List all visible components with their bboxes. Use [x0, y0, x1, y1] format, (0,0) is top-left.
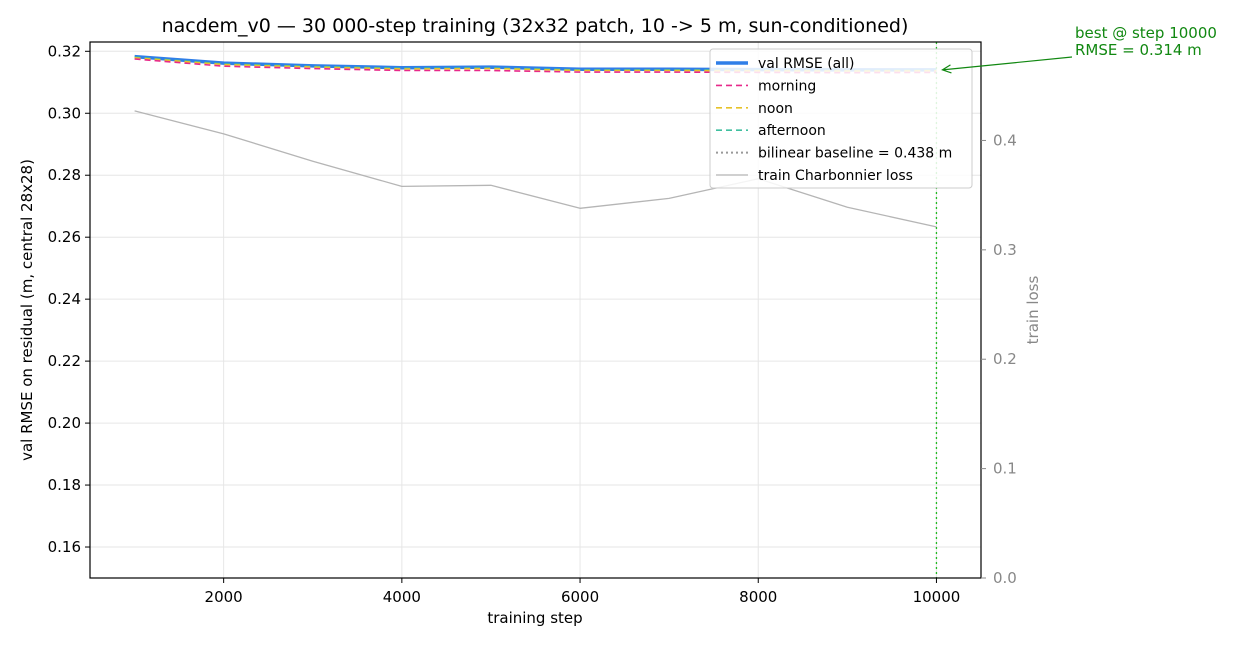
- y2-tick-label: 0.1: [993, 460, 1017, 478]
- y-tick-label: 0.32: [48, 42, 81, 60]
- right-axis-series: [134, 110, 937, 228]
- legend: val RMSE (all) morning noon afternoon biline…: [709, 48, 973, 189]
- y-tick-label: 0.22: [48, 352, 81, 370]
- best-annotation: best @ step 10000 RMSE = 0.314 m: [941, 24, 1217, 74]
- y2-tick-label: 0.3: [993, 241, 1017, 259]
- y2-tick-label: 0.2: [993, 350, 1017, 368]
- legend-label: train Charbonnier loss: [758, 168, 913, 184]
- annotation-arrow: [941, 56, 1073, 74]
- legend-label: val RMSE (all): [758, 56, 854, 72]
- y2-axis-label: train loss: [1024, 275, 1042, 344]
- y-tick-label: 0.18: [48, 476, 81, 494]
- x-tick-label: 8000: [739, 588, 777, 606]
- y2-tick-label: 0.0: [993, 569, 1017, 587]
- y2-tick-label: 0.4: [993, 131, 1017, 149]
- legend-label: noon: [758, 101, 793, 117]
- chart-title: nacdem_v0 — 30 000-step training (32x32 …: [162, 15, 909, 37]
- y-tick-label: 0.26: [48, 228, 81, 246]
- series-line-train-charbonnier-loss: [134, 110, 937, 228]
- y-tick-label: 0.24: [48, 290, 81, 308]
- annotation-line-1: best @ step 10000: [1075, 24, 1217, 42]
- x-tick-label: 10000: [913, 588, 961, 606]
- y-tick-label: 0.28: [48, 166, 81, 184]
- y-tick-label: 0.16: [48, 538, 81, 556]
- x-tick-label: 6000: [561, 588, 599, 606]
- series-line-noon: [134, 57, 937, 72]
- x-tick-label: 4000: [383, 588, 421, 606]
- axes: 2000 4000 6000 8000 10000 0.16 0.18 0.20 0.22 0.2…: [48, 42, 1017, 606]
- plot-frame: [89, 41, 982, 579]
- legend-box: [709, 48, 973, 189]
- y-tick-label: 0.30: [48, 104, 81, 122]
- annotation-line-2: RMSE = 0.314 m: [1075, 41, 1202, 59]
- series-line-morning: [134, 58, 937, 74]
- y-tick-label: 0.20: [48, 414, 81, 432]
- y-axis-label: val RMSE on residual (m, central 28x28): [18, 159, 36, 461]
- x-tick-label: 2000: [205, 588, 243, 606]
- legend-label: morning: [758, 78, 816, 94]
- x-axis-label: training step: [487, 609, 582, 627]
- legend-label: bilinear baseline = 0.438 m: [758, 146, 952, 162]
- legend-label: afternoon: [758, 123, 826, 139]
